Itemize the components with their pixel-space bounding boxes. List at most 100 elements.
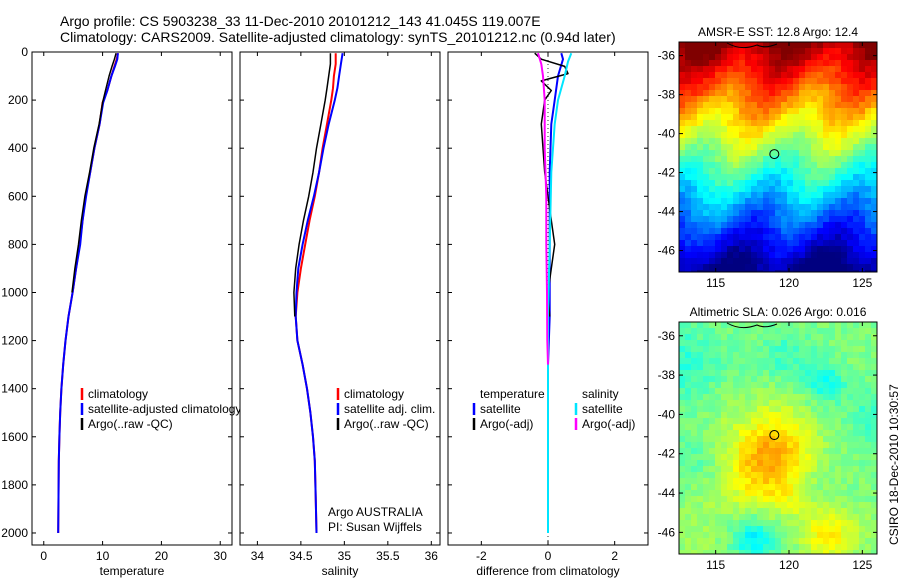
heatmap-cell xyxy=(745,198,751,204)
heatmap-cell xyxy=(751,72,757,78)
heatmap-cell xyxy=(805,334,811,340)
heatmap-cell xyxy=(691,478,697,484)
heatmap-cell xyxy=(847,418,853,424)
heatmap-cell xyxy=(697,48,703,54)
heatmap-cell xyxy=(799,198,805,204)
heatmap-cell xyxy=(835,168,841,174)
heatmap-cell xyxy=(853,66,859,72)
heatmap-cell xyxy=(841,48,847,54)
heatmap-cell xyxy=(745,448,751,454)
heatmap-cell xyxy=(871,382,877,388)
heatmap-cell xyxy=(763,252,769,258)
heatmap-cell xyxy=(769,472,775,478)
heatmap-cell xyxy=(697,496,703,502)
heatmap-cell xyxy=(859,168,865,174)
heatmap-cell xyxy=(709,496,715,502)
heatmap-cell xyxy=(823,412,829,418)
heatmap-cell xyxy=(793,520,799,526)
heatmap-cell xyxy=(829,144,835,150)
heatmap-cell xyxy=(691,370,697,376)
heatmap-cell xyxy=(805,448,811,454)
heatmap-cell xyxy=(721,72,727,78)
heatmap-cell xyxy=(829,72,835,78)
heatmap-cell xyxy=(871,514,877,520)
heatmap-cell xyxy=(745,544,751,550)
heatmap-cell xyxy=(859,102,865,108)
heatmap-cell xyxy=(781,496,787,502)
heatmap-cell xyxy=(871,210,877,216)
heatmap-cell xyxy=(799,132,805,138)
heatmap-cell xyxy=(859,126,865,132)
heatmap-cell xyxy=(775,72,781,78)
heatmap-cell xyxy=(859,514,865,520)
heatmap-cell xyxy=(841,388,847,394)
heatmap-cell xyxy=(811,526,817,532)
heatmap-cell xyxy=(859,388,865,394)
heatmap-cell xyxy=(781,84,787,90)
heatmap-cell xyxy=(745,66,751,72)
heatmap-cell xyxy=(799,144,805,150)
heatmap-cell xyxy=(703,358,709,364)
heatmap-cell xyxy=(859,370,865,376)
heatmap-cell xyxy=(841,144,847,150)
heatmap-cell xyxy=(865,364,871,370)
heatmap-cell xyxy=(817,120,823,126)
heatmap-cell xyxy=(769,496,775,502)
title-line-1: Argo profile: CS 5903238_33 11-Dec-2010 … xyxy=(60,13,541,29)
heatmap-cell xyxy=(709,538,715,544)
heatmap-cell xyxy=(721,102,727,108)
heatmap-cell xyxy=(703,364,709,370)
heatmap-cell xyxy=(685,252,691,258)
heatmap-cell xyxy=(679,550,685,554)
heatmap-cell xyxy=(727,490,733,496)
heatmap-cell xyxy=(847,54,853,60)
heatmap-cell xyxy=(679,460,685,466)
heatmap-cell xyxy=(763,460,769,466)
heatmap-cell xyxy=(817,364,823,370)
heatmap-cell xyxy=(865,78,871,84)
heatmap-cell xyxy=(865,448,871,454)
heatmap-cell xyxy=(703,460,709,466)
heatmap-cell xyxy=(871,544,877,550)
heatmap-cell xyxy=(781,198,787,204)
heatmap-cell xyxy=(691,198,697,204)
heatmap-cell xyxy=(817,400,823,406)
heatmap-cell xyxy=(817,252,823,258)
heatmap-cell xyxy=(727,538,733,544)
heatmap-cell xyxy=(715,388,721,394)
heatmap-cell xyxy=(745,108,751,114)
heatmap-cell xyxy=(727,108,733,114)
heatmap-cell xyxy=(841,418,847,424)
heatmap-cell xyxy=(679,108,685,114)
heatmap-cell xyxy=(727,484,733,490)
heatmap-cell xyxy=(757,114,763,120)
heatmap-cell xyxy=(703,346,709,352)
heatmap-cell xyxy=(859,66,865,72)
heatmap-cell xyxy=(703,48,709,54)
heatmap-cell xyxy=(823,424,829,430)
heatmap-cell xyxy=(679,442,685,448)
heatmap-cell xyxy=(799,472,805,478)
legend-title: temperature xyxy=(480,387,545,401)
heatmap-cell xyxy=(679,42,685,48)
heatmap-cell xyxy=(811,252,817,258)
heatmap-cell xyxy=(865,180,871,186)
heatmap-cell xyxy=(787,174,793,180)
heatmap-cell xyxy=(793,340,799,346)
heatmap-cell xyxy=(763,42,769,48)
heatmap-cell xyxy=(721,60,727,66)
heatmap-cell xyxy=(841,210,847,216)
heatmap-cell xyxy=(691,472,697,478)
heatmap-cell xyxy=(829,126,835,132)
heatmap-cell xyxy=(835,496,841,502)
heatmap-cell xyxy=(763,150,769,156)
heatmap-cell xyxy=(739,198,745,204)
heatmap-cell xyxy=(703,54,709,60)
heatmap-cell xyxy=(859,508,865,514)
heatmap-cell xyxy=(841,448,847,454)
heatmap-cell xyxy=(727,340,733,346)
heatmap-cell xyxy=(703,246,709,252)
heatmap-cell xyxy=(691,352,697,358)
heatmap-cell xyxy=(841,496,847,502)
heatmap-cell xyxy=(679,246,685,252)
